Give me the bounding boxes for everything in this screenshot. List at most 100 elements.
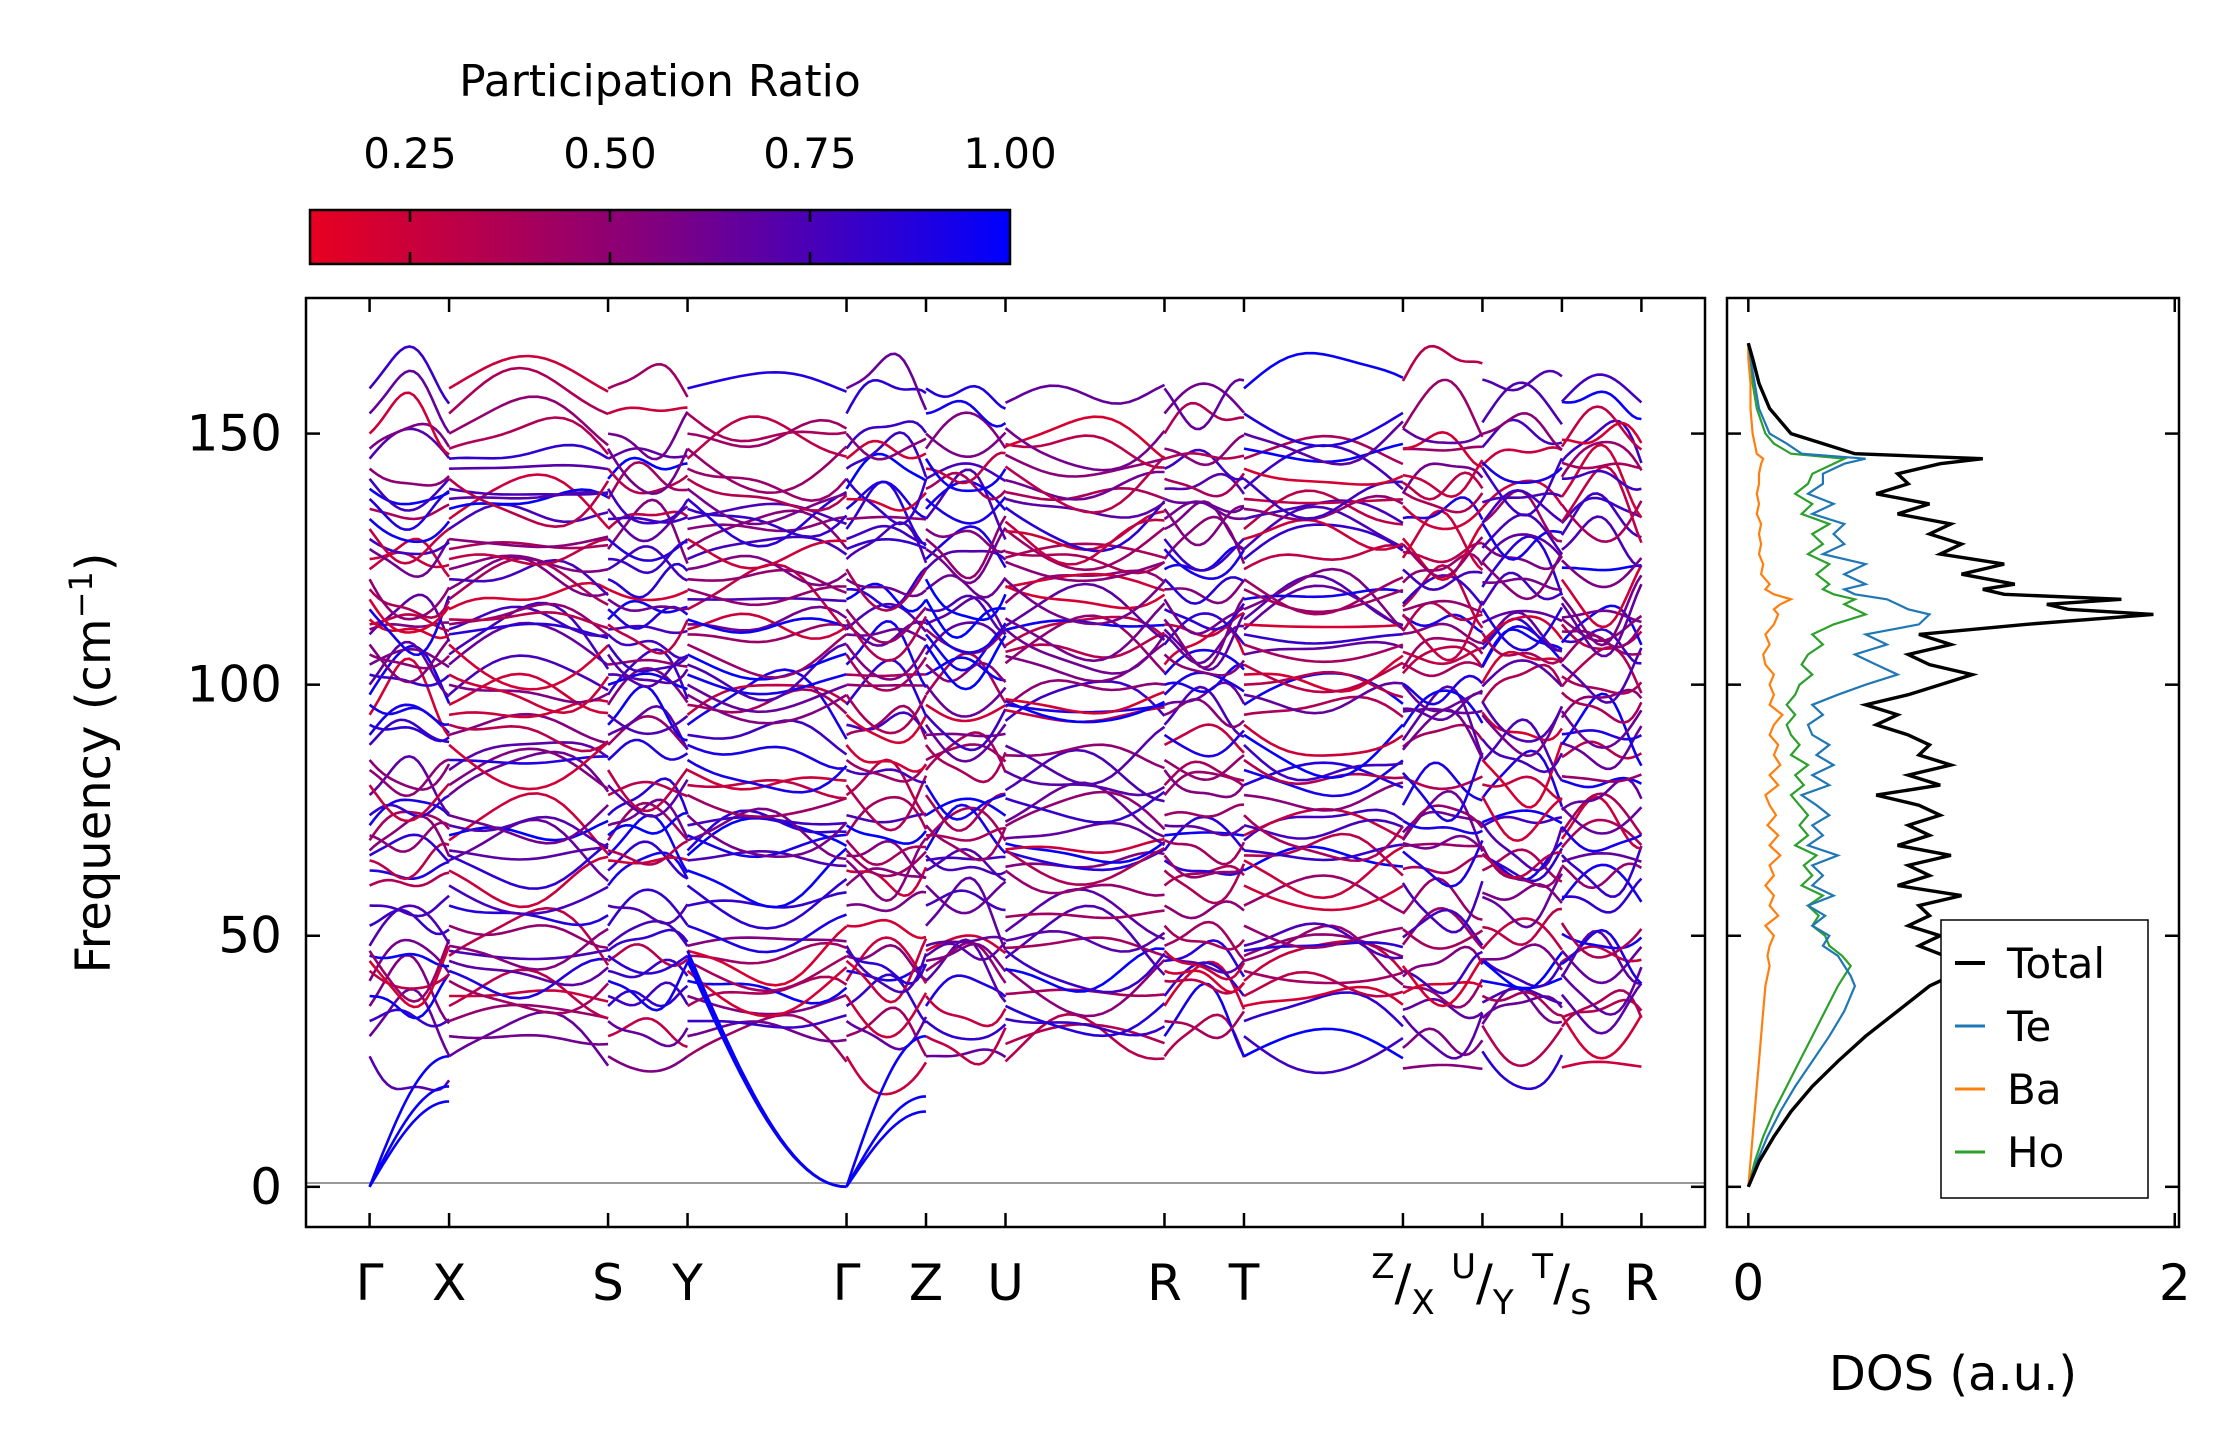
phonon-band <box>687 993 847 1016</box>
phonon-band <box>448 540 609 551</box>
phonon-band <box>1243 723 1404 780</box>
phonon-band <box>607 362 689 398</box>
phonon-band <box>607 958 689 979</box>
phonon-band <box>1005 619 1165 632</box>
phonon-band <box>1401 344 1483 382</box>
phonon-band <box>1402 445 1483 452</box>
phonon-band <box>686 683 848 716</box>
phonon-band <box>1005 542 1165 559</box>
phonon-band <box>368 467 450 487</box>
phonon-band <box>1163 769 1246 799</box>
phonon-band <box>924 784 1006 821</box>
phonon-band <box>1401 601 1483 632</box>
phonon-band <box>368 657 451 738</box>
phonon-band <box>1005 909 1165 920</box>
dos-x-tick-label: 2 <box>2159 1254 2191 1312</box>
phonon-band <box>607 643 689 673</box>
phonon-band <box>924 995 1007 1028</box>
phonon-band <box>924 411 1007 450</box>
dos-curve-total <box>1746 342 2154 1188</box>
phonon-band <box>1243 576 1404 616</box>
phonon-band <box>448 819 609 842</box>
phonon-band <box>1401 636 1484 670</box>
phonon-band <box>846 524 927 546</box>
phonon-band <box>1163 624 1245 665</box>
phonon-band <box>1561 647 1643 704</box>
phonon-band <box>1401 600 1484 662</box>
phonon-band <box>1243 351 1404 390</box>
dos-curves <box>1746 342 2154 1188</box>
phonon-band <box>925 549 1007 571</box>
phonon-band <box>448 723 609 753</box>
phonon-band <box>1163 920 1245 961</box>
acoustic-branch <box>686 950 847 1189</box>
phonon-band <box>1560 692 1643 767</box>
phonon-band <box>368 422 451 450</box>
phonon-band <box>845 693 928 735</box>
phonon-band <box>448 968 609 1020</box>
phonon-band <box>607 410 689 461</box>
phonon-band <box>368 640 451 698</box>
phonon-band <box>1560 806 1643 835</box>
phonon-band <box>1560 557 1643 589</box>
phonon-band <box>1243 759 1404 798</box>
phonon-band <box>448 979 610 1015</box>
phonon-band <box>1243 623 1403 629</box>
phonon-band <box>686 683 847 714</box>
phonon-bands <box>368 344 1643 1189</box>
phonon-band <box>1561 564 1642 572</box>
phonon-band <box>1561 725 1643 771</box>
dos-legend: Total Te Ba Ho <box>1940 919 2149 1199</box>
phonon-band <box>686 487 847 526</box>
phonon-band <box>1481 609 1563 624</box>
phonon-band <box>448 473 610 529</box>
phonon-band <box>845 713 928 745</box>
phonon-band <box>1560 373 1643 404</box>
phonon-band <box>1005 1017 1166 1037</box>
phonon-band <box>448 354 609 393</box>
phonon-band <box>1164 681 1246 707</box>
phonon-band <box>924 578 1007 622</box>
phonon-band <box>1401 1013 1484 1060</box>
phonon-band <box>1243 941 1404 953</box>
phonon-band <box>1401 761 1483 806</box>
phonon-band <box>449 755 609 765</box>
phonon-band <box>448 855 609 909</box>
phonon-band <box>845 704 928 740</box>
phonon-band <box>607 1020 689 1048</box>
phonon-band <box>687 807 847 861</box>
phonon-band <box>1401 683 1484 713</box>
phonon-band <box>1005 947 1165 993</box>
phonon-band <box>1164 824 1245 837</box>
legend-label: Ba <box>2007 1065 2062 1114</box>
phonon-band <box>687 979 848 1005</box>
phonon-band <box>368 945 451 1009</box>
phonon-band <box>1243 494 1404 522</box>
phonon-band <box>606 460 688 500</box>
phonon-band <box>1243 640 1404 656</box>
phonon-band <box>1163 602 1246 631</box>
phonon-band <box>687 815 847 827</box>
phonon-band <box>925 824 1007 862</box>
phonon-band <box>1163 754 1245 782</box>
phonon-band <box>448 488 609 511</box>
phonon-band <box>369 723 450 743</box>
phonon-band <box>1004 602 1166 663</box>
phonon-band <box>846 537 927 551</box>
phonon-band <box>368 427 451 460</box>
phonon-band <box>1481 659 1563 688</box>
phonon-band <box>1402 950 1483 995</box>
phonon-band <box>1243 969 1404 985</box>
phonon-band <box>1004 1002 1166 1038</box>
phonon-band <box>925 935 1006 948</box>
phonon-band <box>924 598 1006 640</box>
phonon-band <box>1163 598 1245 636</box>
phonon-band <box>1401 645 1484 675</box>
phonon-band <box>1481 711 1563 742</box>
phonon-band <box>1163 576 1245 605</box>
phonon-band <box>1482 907 1563 947</box>
phonon-band <box>1481 986 1563 1025</box>
band-x-tick-label: T/S <box>1531 1247 1591 1323</box>
